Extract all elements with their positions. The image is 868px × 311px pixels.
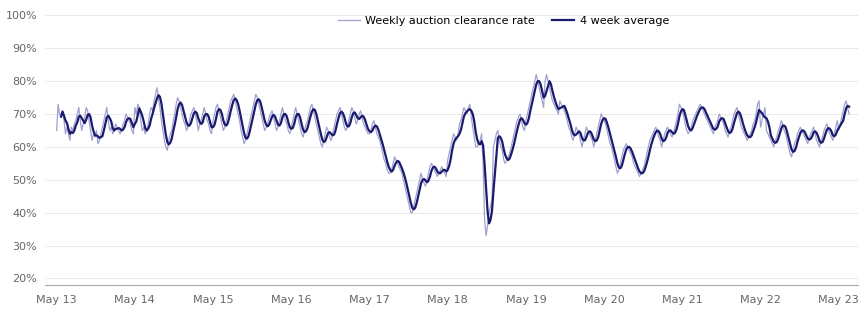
Weekly auction clearance rate [301, 122, 312, 126]
Weekly auction clearance rate [462, 112, 472, 116]
Weekly auction clearance rate [481, 234, 491, 238]
4 week average [844, 105, 854, 109]
Legend: Weekly auction clearance rate, 4 week average: Weekly auction clearance rate, 4 week av… [333, 11, 674, 30]
4 week average [301, 129, 312, 133]
4 week average [462, 110, 472, 114]
4 week average [500, 153, 510, 157]
Weekly auction clearance rate [125, 122, 135, 126]
Weekly auction clearance rate [502, 158, 512, 162]
Weekly auction clearance rate [660, 132, 670, 136]
4 week average [114, 126, 124, 130]
4 week average [125, 117, 135, 121]
Weekly auction clearance rate [531, 73, 542, 77]
4 week average [656, 137, 667, 141]
Weekly auction clearance rate [51, 129, 62, 132]
Line: Weekly auction clearance rate: Weekly auction clearance rate [56, 75, 849, 236]
Line: 4 week average: 4 week average [61, 81, 849, 223]
Weekly auction clearance rate [844, 112, 854, 116]
Weekly auction clearance rate [114, 129, 124, 132]
